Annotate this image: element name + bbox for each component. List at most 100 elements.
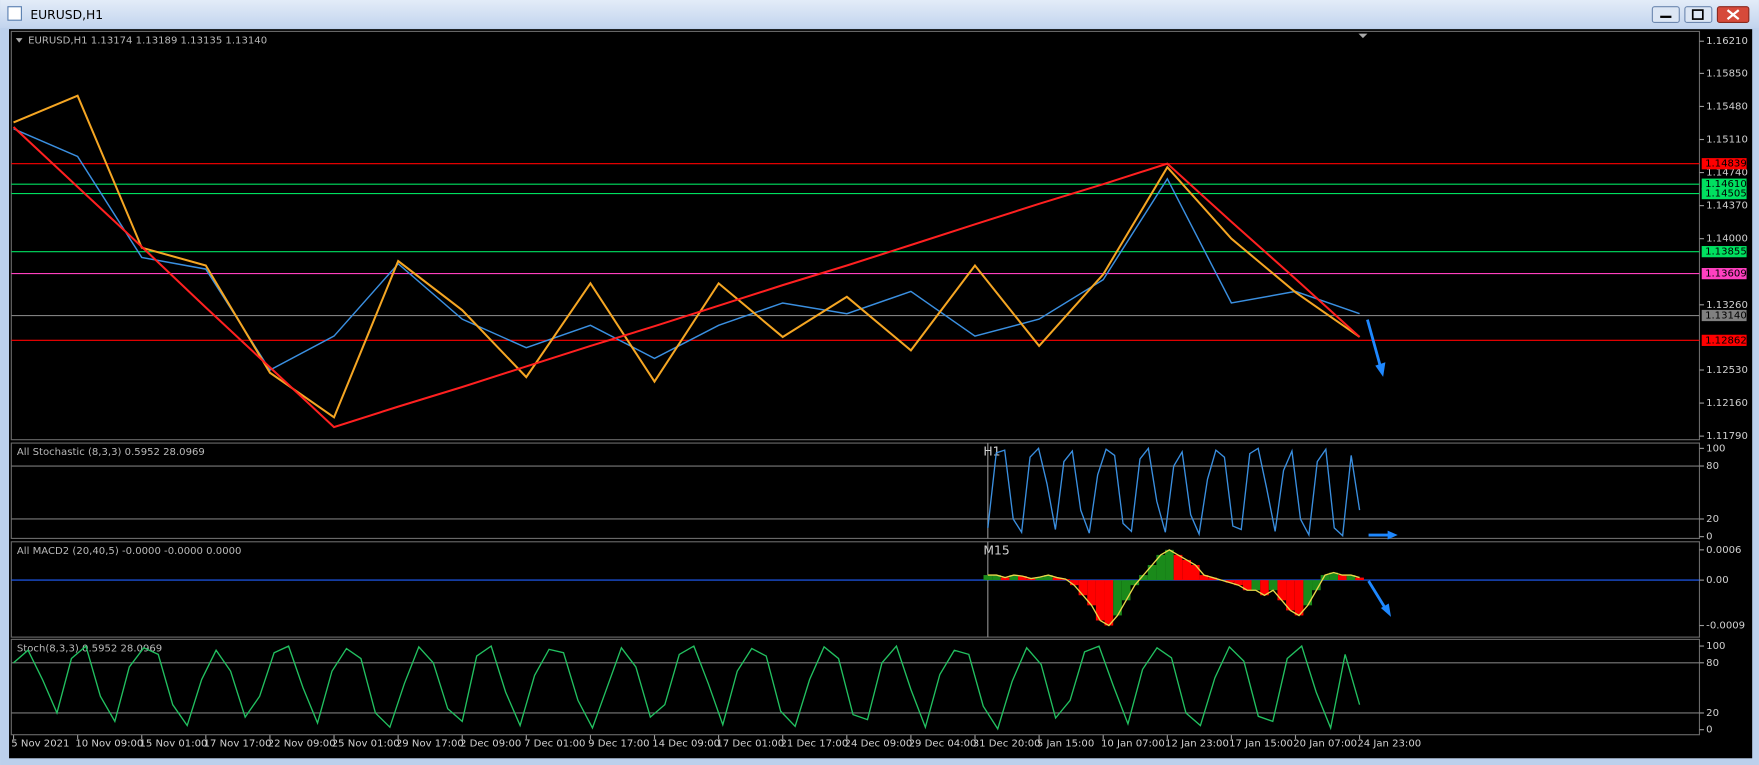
histogram-bar [1044, 575, 1053, 581]
histogram-bar [1035, 577, 1045, 581]
x-tick-label: 10 Jan 07:00 [1101, 739, 1165, 750]
y-tick-label: 1.16210 [1706, 36, 1748, 47]
histogram-bar [1113, 580, 1122, 616]
y-tick-label: 80 [1706, 658, 1719, 669]
y-tick-label: 100 [1706, 641, 1725, 652]
arrow-head [1380, 603, 1391, 617]
x-tick-label: 17 Jan 15:00 [1229, 739, 1293, 750]
histogram-bar [1277, 580, 1287, 601]
histogram-bar [1225, 580, 1235, 583]
x-tick-label: 9 Dec 17:00 [588, 739, 649, 750]
histogram-bar [1312, 580, 1321, 591]
x-tick-label: 25 Nov 01:00 [332, 739, 400, 750]
y-tick-label: 1.11790 [1706, 431, 1748, 442]
histogram-bar [1260, 580, 1269, 596]
x-tick-label: 14 Dec 09:00 [652, 739, 720, 750]
x-tick-label: 31 Dec 20:00 [973, 739, 1041, 750]
y-tick-label: 1.15110 [1706, 135, 1748, 146]
x-tick-label: 29 Nov 17:00 [396, 739, 464, 750]
title-bar [0, 0, 1759, 29]
histogram-bar [1251, 580, 1261, 591]
price-tag [1701, 178, 1747, 190]
signal-line [987, 549, 1360, 627]
histogram-bar [1355, 577, 1364, 581]
panel-frame [10, 541, 1701, 638]
price-tag [1701, 268, 1747, 280]
histogram-bar [1104, 580, 1114, 626]
plot-layer: EURUSD,H1 1.13174 1.13189 1.13135 1.1314… [10, 30, 1748, 750]
restore-button[interactable] [1684, 6, 1713, 23]
y-tick-label: -0.0009 [1706, 621, 1745, 632]
x-tick-label: 2 Dec 09:00 [460, 739, 521, 750]
x-tick-label: 7 Dec 01:00 [524, 739, 585, 750]
histogram-bar [1320, 575, 1330, 581]
timeframe-label: M15 [983, 543, 1009, 557]
price-tag-label: 1.13140 [1705, 311, 1747, 322]
panel-frame [10, 638, 1701, 736]
histogram-bar [1095, 580, 1105, 621]
y-tick-label: 1.14370 [1706, 201, 1748, 212]
panel-title: All MACD2 (20,40,5) -0.0000 -0.0000 0.00… [17, 546, 242, 557]
price-tag-label: 1.14610 [1705, 179, 1747, 190]
y-tick-label: 0.0006 [1706, 545, 1741, 556]
price-tag-label: 1.12862 [1705, 335, 1747, 346]
histogram-bar [1173, 554, 1183, 581]
x-tick-label: 20 Jan 07:00 [1293, 739, 1357, 750]
price-tag-label: 1.14839 [1705, 159, 1747, 170]
chart-area [9, 29, 1753, 759]
histogram-bar [1165, 549, 1174, 581]
y-tick-label: 0 [1706, 725, 1712, 736]
oscillator-line [987, 446, 1361, 538]
histogram-bar [1069, 580, 1079, 586]
y-tick-label: 20 [1706, 708, 1719, 719]
histogram-bar [1130, 580, 1140, 586]
arrow [1366, 319, 1384, 373]
histogram-bar [1294, 580, 1304, 616]
histogram-bar [1329, 572, 1338, 581]
x-tick-label: 12 Jan 23:00 [1165, 739, 1229, 750]
y-tick-label: 100 [1706, 443, 1725, 454]
histogram-bar [983, 575, 993, 581]
histogram-bar [1078, 580, 1088, 596]
panel-frame [10, 442, 1701, 539]
histogram-bar [1234, 580, 1243, 586]
minimize-button[interactable] [1651, 6, 1680, 23]
y-tick-label: 1.12160 [1706, 398, 1748, 409]
x-tick-label: 17 Dec 01:00 [716, 739, 784, 750]
histogram-bar [1087, 580, 1096, 606]
oscillator-line [13, 644, 1361, 731]
histogram-bar [1009, 575, 1019, 581]
y-tick-label: 0 [1706, 532, 1712, 543]
histogram-bar [1268, 580, 1278, 591]
histogram-bar [1337, 575, 1347, 581]
histogram-bar [1182, 559, 1191, 581]
panel-title: Stoch(8,3,3) 0.5952 28.0969 [17, 643, 162, 654]
histogram-bar [992, 575, 1001, 581]
arrow-head [1375, 362, 1386, 377]
price-tag-label: 1.13609 [1705, 269, 1747, 280]
histogram-bar [1000, 577, 1010, 581]
y-tick-label: 80 [1706, 461, 1719, 472]
price-tag [1701, 309, 1747, 322]
arrow [1367, 580, 1388, 611]
y-tick-label: 1.13260 [1706, 300, 1748, 311]
x-tick-label: 5 Nov 2021 [11, 739, 69, 750]
histogram-bar [1139, 575, 1148, 581]
histogram-bar [1018, 576, 1027, 581]
histogram-bar [1147, 564, 1157, 581]
histogram-bar [1190, 564, 1200, 581]
histogram-bar [1242, 580, 1252, 591]
arrow-head [1387, 530, 1398, 540]
collapse-arrow[interactable] [15, 38, 23, 43]
window-title: EURUSD,H1 [30, 8, 103, 22]
histogram-bar [1052, 577, 1062, 581]
x-tick-label: 17 Nov 17:00 [204, 739, 272, 750]
histogram-bar [1208, 577, 1217, 581]
x-tick-label: 24 Jan 23:00 [1357, 739, 1421, 750]
price-tag-label: 1.13855 [1705, 247, 1747, 258]
y-tick-label: 1.15480 [1706, 101, 1748, 112]
price-tag [1701, 158, 1747, 170]
price-line [12, 126, 1361, 429]
x-tick-label: 15 Nov 01:00 [139, 739, 207, 750]
